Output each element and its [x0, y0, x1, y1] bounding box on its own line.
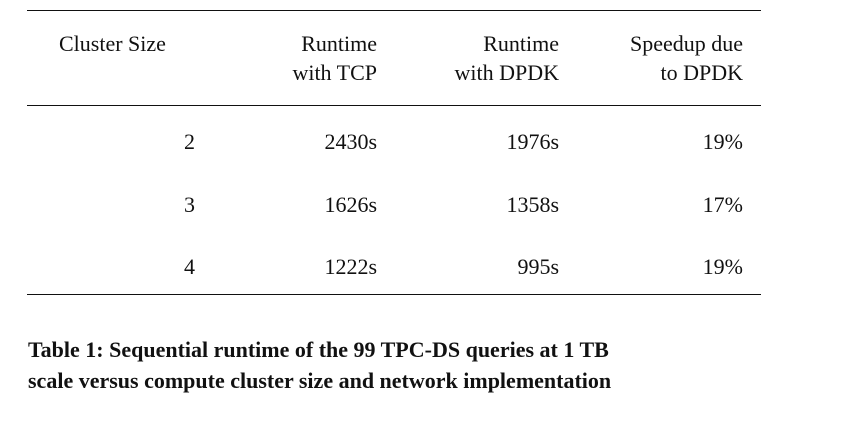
header-runtime-dpdk: Runtime with DPDK — [454, 29, 559, 87]
header-runtime-dpdk-line-1: Runtime — [483, 31, 559, 56]
row-1-speedup: 19% — [702, 129, 743, 154]
row-2-runtime-dpdk: 1358s — [506, 192, 559, 217]
table-header-rule — [27, 105, 761, 106]
row-2-runtime-tcp: 1626s — [324, 192, 377, 217]
caption-line-2: scale versus compute cluster size and ne… — [28, 368, 612, 393]
table-caption: Table 1: Sequential runtime of the 99 TP… — [28, 334, 788, 396]
row-3-speedup: 19% — [702, 254, 743, 279]
row-1-runtime-dpdk: 1976s — [506, 129, 559, 154]
row-1-cluster-size: 2 — [184, 129, 195, 154]
table-bottom-rule — [27, 294, 761, 295]
row-3-runtime-dpdk: 995s — [517, 254, 559, 279]
header-runtime-tcp-line-2: with TCP — [292, 60, 377, 85]
row-3-runtime-tcp: 1222s — [324, 254, 377, 279]
header-cluster-size-line: Cluster Size — [59, 31, 166, 56]
table-top-rule — [27, 10, 761, 11]
header-runtime-tcp-line-1: Runtime — [301, 31, 377, 56]
caption-line-1: Table 1: Sequential runtime of the 99 TP… — [28, 337, 609, 362]
header-cluster-size: Cluster Size — [59, 29, 166, 58]
row-1-runtime-tcp: 2430s — [324, 129, 377, 154]
header-runtime-dpdk-line-2: with DPDK — [454, 60, 559, 85]
header-runtime-tcp: Runtime with TCP — [292, 29, 377, 87]
header-speedup-line-2: to DPDK — [660, 60, 743, 85]
row-2-speedup: 17% — [702, 192, 743, 217]
header-speedup: Speedup due to DPDK — [630, 29, 743, 87]
row-2-cluster-size: 3 — [184, 192, 195, 217]
row-3-cluster-size: 4 — [184, 254, 195, 279]
header-speedup-line-1: Speedup due — [629, 31, 743, 56]
